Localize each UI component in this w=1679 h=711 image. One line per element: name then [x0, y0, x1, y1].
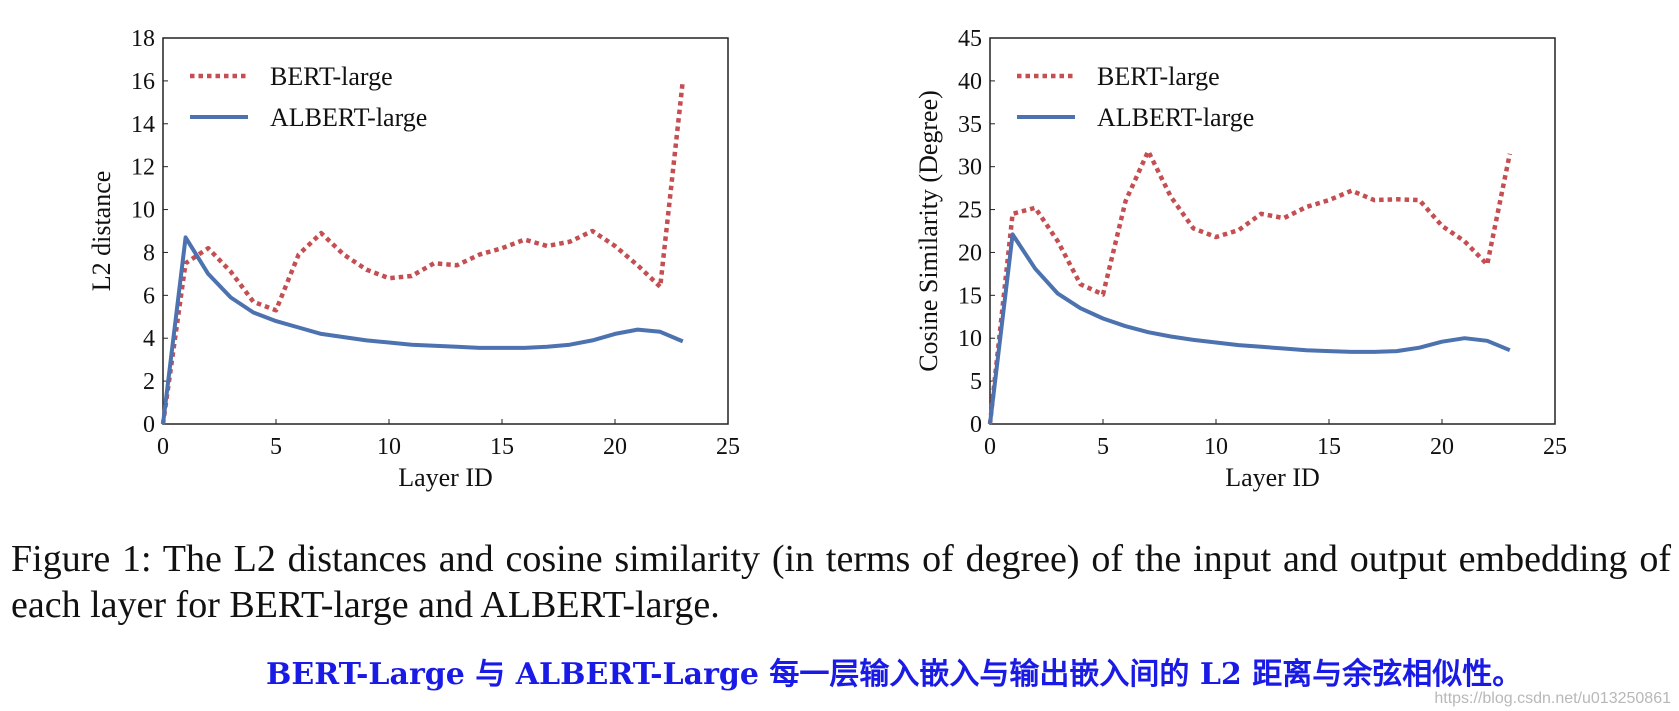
plot-frame-2: [989, 37, 1556, 425]
y-tick-label: 12: [131, 155, 155, 181]
y-tick-label: 18: [131, 26, 155, 52]
y-tick-label: 25: [958, 198, 982, 224]
y-tick-label: 16: [131, 69, 155, 95]
watermark: https://blog.csdn.net/u013250861: [1434, 690, 1671, 707]
x-axis-label: Layer ID: [1225, 463, 1320, 492]
x-tick-label: 5: [270, 434, 282, 460]
y-tick-label: 0: [970, 412, 982, 438]
legend-label-albert-large: ALBERT-large: [270, 103, 427, 132]
x-tick-label: 25: [1543, 434, 1567, 460]
x-tick-label: 0: [984, 434, 996, 460]
legend-label-albert-large: ALBERT-large: [1097, 103, 1254, 132]
y-tick-label: 5: [970, 369, 982, 395]
y-tick-label: 45: [958, 26, 982, 52]
y-tick-label: 10: [131, 198, 155, 224]
legend-label-bert-large: BERT-large: [270, 62, 393, 91]
y-tick-label: 20: [958, 240, 982, 266]
series-line-albert-large: [161, 235, 684, 425]
y-tick-label: 6: [143, 283, 155, 309]
x-tick-label: 10: [1204, 434, 1228, 460]
x-tick-label: 20: [1430, 434, 1454, 460]
y-tick-label: 35: [958, 112, 982, 138]
figure-caption: Figure 1: The L2 distances and cosine si…: [11, 538, 1671, 626]
x-axis-label: Layer ID: [398, 463, 493, 492]
y-tick-label: 10: [958, 326, 982, 352]
series-line-bert-large: [160, 80, 686, 425]
y-tick-label: 14: [131, 112, 155, 138]
y-tick-label: 2: [143, 369, 155, 395]
x-tick-label: 20: [603, 434, 627, 460]
y-tick-label: 30: [958, 155, 982, 181]
y-tick-label: 4: [143, 326, 155, 352]
y-tick-label: 8: [143, 240, 155, 266]
x-tick-label: 25: [716, 434, 740, 460]
x-tick-label: 15: [1317, 434, 1341, 460]
series-line-bert-large: [987, 148, 1513, 425]
chinese-translation: BERT-Large 与 ALBERT-Large 每一层输入嵌入与输出嵌入间的…: [266, 657, 1523, 692]
y-tick-label: 0: [143, 412, 155, 438]
legend-label-bert-large: BERT-large: [1097, 62, 1220, 91]
y-tick-label: 40: [958, 69, 982, 95]
x-tick-label: 10: [377, 434, 401, 460]
y-tick-label: 15: [958, 283, 982, 309]
y-axis-label: L2 distance: [87, 171, 116, 292]
series-line-albert-large: [988, 232, 1511, 425]
x-tick-label: 5: [1097, 434, 1109, 460]
x-tick-label: 0: [157, 434, 169, 460]
x-tick-label: 15: [490, 434, 514, 460]
plot-frame-1: [162, 37, 729, 425]
y-axis-label: Cosine Similarity (Degree): [914, 90, 943, 372]
